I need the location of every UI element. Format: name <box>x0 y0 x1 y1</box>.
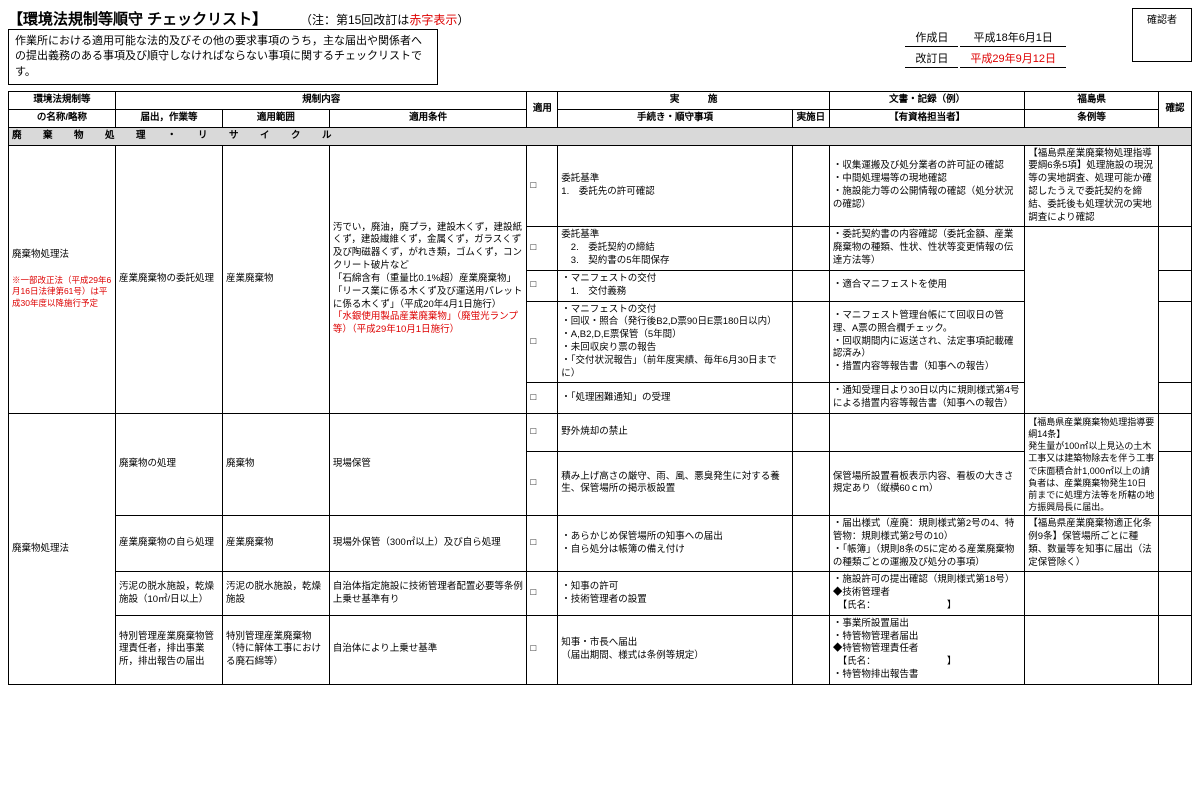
cell-proc: 野外焼却の禁止 <box>558 414 793 452</box>
cell-doc: ・委託契約書の内容確認（委託金額、産業廃棄物の種類、性状、性状等変更情報の伝達方… <box>829 227 1024 270</box>
created-value: 平成18年6月1日 <box>960 28 1066 47</box>
cell-proc: ・マニフェストの交付 ・回収・照合（発行後B2,D票90日E票180日以内） ・… <box>558 301 793 383</box>
description-box: 作業所における適用可能な法的及びその他の要求事項のうち，主な届出や関係者への提出… <box>8 29 438 85</box>
cell-cond: 現場外保管（300㎡以上）及び自ら処理 <box>329 516 527 572</box>
cell-doc: ・届出様式（産廃：規則様式第2号の4、特管物：規則様式第2号の10） ・「帳簿」… <box>829 516 1024 572</box>
cell-doc: ・収集運搬及び処分業者の許可証の確認 ・中間処理場等の現地確認 ・施設能力等の公… <box>829 145 1024 227</box>
cell-proc: 委託基準 2. 委託契約の締結 3. 契約書の5年間保存 <box>558 227 793 270</box>
checkbox-cell[interactable]: □ <box>527 451 558 516</box>
cell-cond: 現場保管 <box>329 414 527 516</box>
revised-value: 平成29年9月12日 <box>960 49 1066 68</box>
cell-cond: 汚でい，廃油，廃プラ，建設木くず，建設紙くず，建設繊維くず，金属くず，ガラスくず… <box>329 145 527 413</box>
th-law-b: の名称/略称 <box>9 109 116 127</box>
main-table: 環境法規制等 規制内容 適用 実 施 文書・記録（例） 福島県 確認 の名称/略… <box>8 91 1192 685</box>
cell-doc: ・施設許可の提出確認（規則様式第18号） ◆技術管理者 【氏名： 】 <box>829 572 1024 615</box>
th-reg: 規制内容 <box>115 92 526 110</box>
cell-pref: 【福島県産業廃棄物適正化条例9条】保管場所ごとに種類、数量等を知事に届出（法定保… <box>1025 516 1159 572</box>
th-conf: 確認 <box>1159 92 1192 128</box>
checkbox-cell[interactable]: □ <box>527 572 558 615</box>
cell-proc: ・あらかじめ保管場所の知事への届出 ・自ら処分は帳簿の備え付け <box>558 516 793 572</box>
th-doc-a: 文書・記録（例） <box>829 92 1024 110</box>
cell-act: 廃棄物の処理 <box>115 414 222 516</box>
th-act: 届出，作業等 <box>115 109 222 127</box>
section-row: 廃 棄 物 処 理 ・ リ サ イ ク ル <box>9 127 1192 145</box>
checkbox-cell[interactable]: □ <box>527 383 558 414</box>
cell-doc: ・適合マニフェストを使用 <box>829 270 1024 301</box>
cell-cond: 自治体指定施設に技術管理者配置必要等条例上乗せ基準有り <box>329 572 527 615</box>
cell-act: 汚泥の脱水施設，乾燥施設（10㎡/日以上） <box>115 572 222 615</box>
cell-doc: ・マニフェスト管理台帳にて回収日の管理、A票の照合欄チェック。 ・回収期間内に返… <box>829 301 1024 383</box>
cell-range: 汚泥の脱水施設，乾燥施設 <box>222 572 329 615</box>
cell-act: 産業廃棄物の委託処理 <box>115 145 222 413</box>
th-law-a: 環境法規制等 <box>9 92 116 110</box>
cell-doc: ・事業所設置届出 ・特管物管理者届出 ◆特管物管理責任者 【氏名： 】 ・特管物… <box>829 615 1024 684</box>
cell-doc: 保管場所設置看板表示内容、看板の大きさ規定あり（縦横60ｃｍ） <box>829 451 1024 516</box>
cell-proc: ・「処理困難通知」の受理 <box>558 383 793 414</box>
revised-label: 改訂日 <box>905 49 958 68</box>
cell-proc: 知事・市長へ届出 （届出期間、様式は条例等規定） <box>558 615 793 684</box>
th-proc: 手続き・順守事項 <box>558 109 793 127</box>
cell-range: 廃棄物 <box>222 414 329 516</box>
th-doc-b: 【有資格担当者】 <box>829 109 1024 127</box>
th-date: 実施日 <box>792 109 829 127</box>
th-apply: 適用 <box>527 92 558 128</box>
checkbox-cell[interactable]: □ <box>527 516 558 572</box>
cell-range: 特別管理産業廃棄物（特に解体工事における廃石綿等） <box>222 615 329 684</box>
cell-proc: 積み上げ高さの厳守、雨、風、悪臭発生に対する養生、保管場所の掲示板設置 <box>558 451 793 516</box>
th-cond: 適用条件 <box>329 109 527 127</box>
cell-date <box>792 145 829 227</box>
table-row: 特別管理産業廃棄物管理責任者，排出事業所，排出報告の届出 特別管理産業廃棄物（特… <box>9 615 1192 684</box>
checkbox-cell[interactable]: □ <box>527 615 558 684</box>
th-pref-b: 条例等 <box>1025 109 1159 127</box>
cell-doc: ・通知受理日より30日以内に規則様式第4号による措置内容等報告書（知事への報告） <box>829 383 1024 414</box>
revision-note: （注：第15回改訂は赤字表示） <box>300 13 469 27</box>
cell-proc: ・知事の許可 ・技術管理者の設置 <box>558 572 793 615</box>
cell-proc: ・マニフェストの交付 1. 交付義務 <box>558 270 793 301</box>
page-title: 【環境法規制等順守 チェックリスト】 <box>8 11 267 28</box>
checkbox-cell[interactable]: □ <box>527 227 558 270</box>
cell-act: 産業廃棄物の自ら処理 <box>115 516 222 572</box>
checkbox-cell[interactable]: □ <box>527 301 558 383</box>
checkbox-cell[interactable]: □ <box>527 145 558 227</box>
cell-act: 特別管理産業廃棄物管理責任者，排出事業所，排出報告の届出 <box>115 615 222 684</box>
th-range: 適用範囲 <box>222 109 329 127</box>
cell-confirm <box>1159 145 1192 227</box>
table-row: 廃棄物処理法 廃棄物の処理 廃棄物 現場保管 □ 野外焼却の禁止 【福島県産業廃… <box>9 414 1192 452</box>
cell-proc: 委託基準 1. 委託先の許可確認 <box>558 145 793 227</box>
table-row: 汚泥の脱水施設，乾燥施設（10㎡/日以上） 汚泥の脱水施設，乾燥施設 自治体指定… <box>9 572 1192 615</box>
cell-pref: 【福島県産業廃棄物処理指導要綱14条】 発生量が100㎡以上見込の土木工事又は建… <box>1025 414 1159 516</box>
cell-law: 廃棄物処理法 <box>9 414 116 685</box>
th-pref-a: 福島県 <box>1025 92 1159 110</box>
table-row: 廃棄物処理法 ※一部改正法（平成29年6月16日法律第61号）は平成30年度以降… <box>9 145 1192 227</box>
checkbox-cell[interactable]: □ <box>527 270 558 301</box>
cell-pref: 【福島県産業廃棄物処理指導要綱6条5項】処理施設の現況等の実地調査、処理可能か確… <box>1025 145 1159 227</box>
table-row: 産業廃棄物の自ら処理 産業廃棄物 現場外保管（300㎡以上）及び自ら処理 □ ・… <box>9 516 1192 572</box>
created-label: 作成日 <box>905 28 958 47</box>
cell-cond: 自治体により上乗せ基準 <box>329 615 527 684</box>
cell-range: 産業廃棄物 <box>222 516 329 572</box>
cell-law: 廃棄物処理法 ※一部改正法（平成29年6月16日法律第61号）は平成30年度以降… <box>9 145 116 413</box>
confirmer-box: 確認者 <box>1132 8 1192 62</box>
cell-range: 産業廃棄物 <box>222 145 329 413</box>
table-header: 環境法規制等 規制内容 適用 実 施 文書・記録（例） 福島県 確認 の名称/略… <box>9 92 1192 128</box>
header-row: 【環境法規制等順守 チェックリスト】 （注：第15回改訂は赤字表示） 作業所にお… <box>8 8 1192 85</box>
meta-dates: 作成日 平成18年6月1日 改訂日 平成29年9月12日 <box>903 26 1068 70</box>
checkbox-cell[interactable]: □ <box>527 414 558 452</box>
th-impl: 実 施 <box>558 92 830 110</box>
